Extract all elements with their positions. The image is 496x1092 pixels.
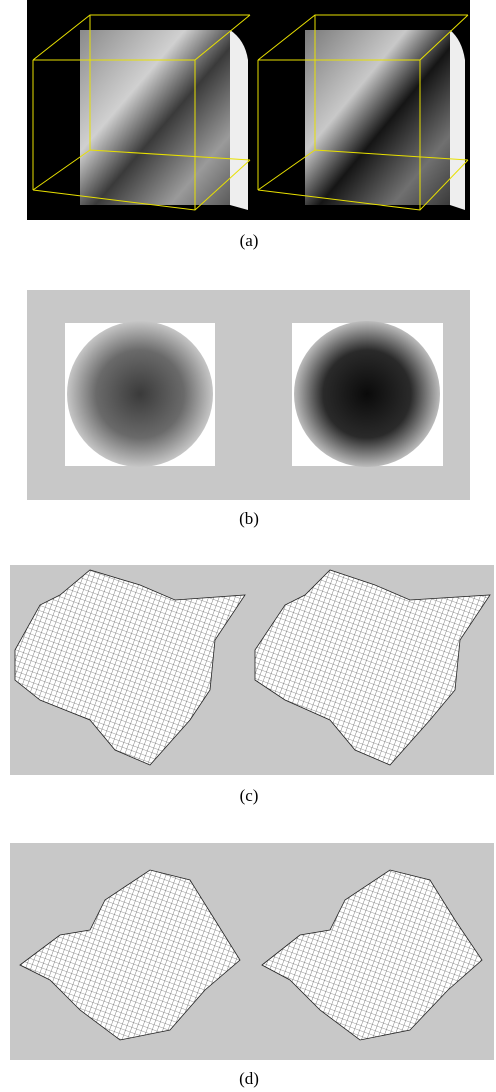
panel-label: (b) xyxy=(239,509,259,528)
slice-left xyxy=(67,321,213,467)
slice-right xyxy=(294,321,440,467)
figure: (a) (b) (c) (d) xyxy=(0,0,496,1092)
panel-label: (d) xyxy=(239,1069,259,1088)
page: (a) (b) (c) (d) (() => { const data = JS… xyxy=(0,0,496,1092)
panel-label: (c) xyxy=(240,786,259,805)
panel-label: (a) xyxy=(240,231,259,250)
